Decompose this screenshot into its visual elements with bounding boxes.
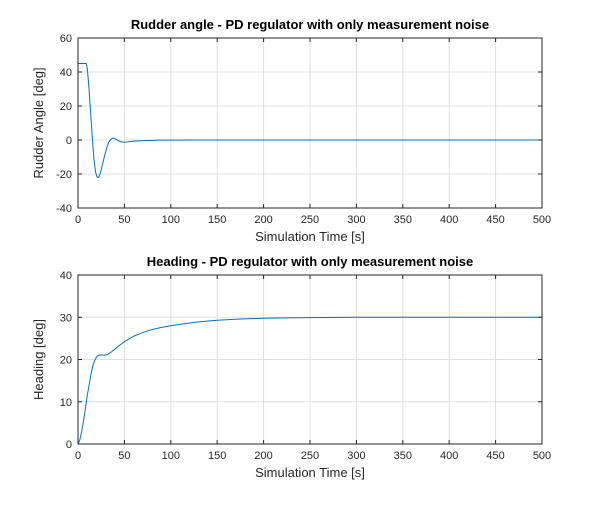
heading-x-tick-label: 0	[75, 450, 81, 462]
heading-x-axis-label: Simulation Time [s]	[255, 465, 365, 480]
rudder-angle-y-tick-label: 20	[60, 101, 72, 113]
rudder-angle-x-tick-label: 50	[118, 214, 130, 226]
heading-y-tick-label: 0	[66, 439, 72, 451]
rudder-angle-ticks: 0 50 100 150 200 250 300 350 400 450 500 -40 -20 0 20 4…	[56, 33, 551, 226]
rudder-angle-y-tick-label: 60	[60, 33, 72, 45]
rudder-angle-series-line	[78, 63, 542, 178]
rudder-angle-axes: 0 50 100 150 200 250 300 350 400 450 500 -40 -20 0 20 4…	[31, 17, 551, 244]
heading-x-tick-label: 300	[347, 450, 365, 462]
heading-series-line	[77, 316, 542, 445]
rudder-angle-x-axis-label: Simulation Time [s]	[255, 229, 365, 244]
heading-title: Heading - PD regulator with only measure…	[147, 254, 474, 269]
heading-x-tick-label: 50	[118, 450, 130, 462]
heading-y-tick-label: 20	[60, 355, 72, 367]
heading-y-tick-label: 30	[60, 312, 72, 324]
rudder-angle-x-tick-label: 150	[208, 214, 226, 226]
heading-y-tick-label: 10	[60, 397, 72, 409]
heading-x-tick-label: 150	[208, 450, 226, 462]
heading-x-tick-label: 100	[162, 450, 180, 462]
heading-x-tick-label: 400	[440, 450, 458, 462]
heading-ticks: 0 50 100 150 200 250 300 350 400 450 500 0 10 20 30 40	[60, 270, 551, 462]
rudder-angle-x-tick-label: 250	[301, 214, 319, 226]
heading-x-tick-label: 250	[301, 450, 319, 462]
rudder-angle-x-tick-label: 200	[254, 214, 272, 226]
heading-y-tick-label: 40	[60, 270, 72, 282]
rudder-angle-x-tick-label: 0	[75, 214, 81, 226]
rudder-angle-title: Rudder angle - PD regulator with only me…	[131, 17, 489, 32]
rudder-angle-y-tick-label: 0	[66, 135, 72, 147]
heading-axes: 0 50 100 150 200 250 300 350 400 450 500010203040 …	[31, 254, 551, 480]
rudder-angle-x-tick-label: 400	[440, 214, 458, 226]
heading-x-tick-label: 350	[394, 450, 412, 462]
heading-x-tick-label: 200	[254, 450, 272, 462]
heading-y-axis-label: Heading [deg]	[31, 319, 46, 400]
rudder-angle-y-tick-label: 40	[60, 67, 72, 79]
rudder-angle-x-tick-label: 300	[347, 214, 365, 226]
rudder-angle-x-tick-label: 100	[162, 214, 180, 226]
rudder-angle-y-axis-label: Rudder Angle [deg]	[31, 67, 46, 178]
rudder-angle-x-tick-label: 500	[533, 214, 551, 226]
rudder-angle-y-tick-label: -20	[56, 169, 72, 181]
rudder-angle-x-tick-label: 350	[394, 214, 412, 226]
rudder-angle-x-tick-label: 450	[486, 214, 504, 226]
heading-x-tick-label: 450	[486, 450, 504, 462]
heading-x-tick-label: 500	[533, 450, 551, 462]
rudder-angle-y-tick-label: -40	[56, 203, 72, 215]
